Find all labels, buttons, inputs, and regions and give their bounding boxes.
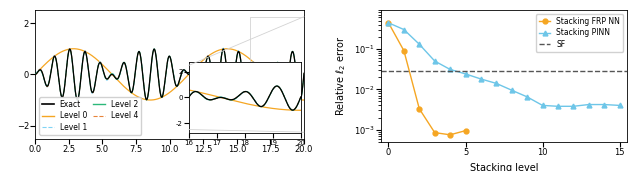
Stacking PINN [431,60,438,62]
Stacking FRP NN [385,22,392,24]
Stacking PINN [524,96,531,98]
Stacking FRP NN [446,134,454,136]
Stacking FRP NN [461,130,469,132]
Stacking PINN [492,82,500,84]
Stacking PINN [554,105,562,107]
Stacking PINN [400,29,408,31]
Legend: Exact, Level 0, Level 1, Level 2, Level 4: Exact, Level 0, Level 1, Level 2, Level … [39,97,141,135]
Y-axis label: Relative $\ell_2$ error: Relative $\ell_2$ error [334,36,348,116]
Stacking PINN [539,104,547,106]
Stacking PINN [385,22,392,24]
Stacking FRP NN [400,50,408,52]
SF [385,70,392,72]
Line: Stacking PINN: Stacking PINN [386,20,622,109]
Stacking PINN [461,73,469,75]
Line: Stacking FRP NN: Stacking FRP NN [386,20,468,137]
Stacking PINN [508,89,516,91]
Stacking PINN [477,78,484,80]
Stacking PINN [600,103,608,106]
Legend: Stacking FRP NN, Stacking PINN, SF: Stacking FRP NN, Stacking PINN, SF [536,14,623,52]
Stacking FRP NN [415,108,423,110]
Stacking PINN [585,103,593,106]
Stacking PINN [616,104,623,106]
Stacking FRP NN [431,131,438,134]
SF [400,70,408,72]
Stacking PINN [446,68,454,70]
X-axis label: Stacking level: Stacking level [470,163,538,171]
Stacking PINN [570,105,577,107]
Stacking PINN [415,43,423,45]
